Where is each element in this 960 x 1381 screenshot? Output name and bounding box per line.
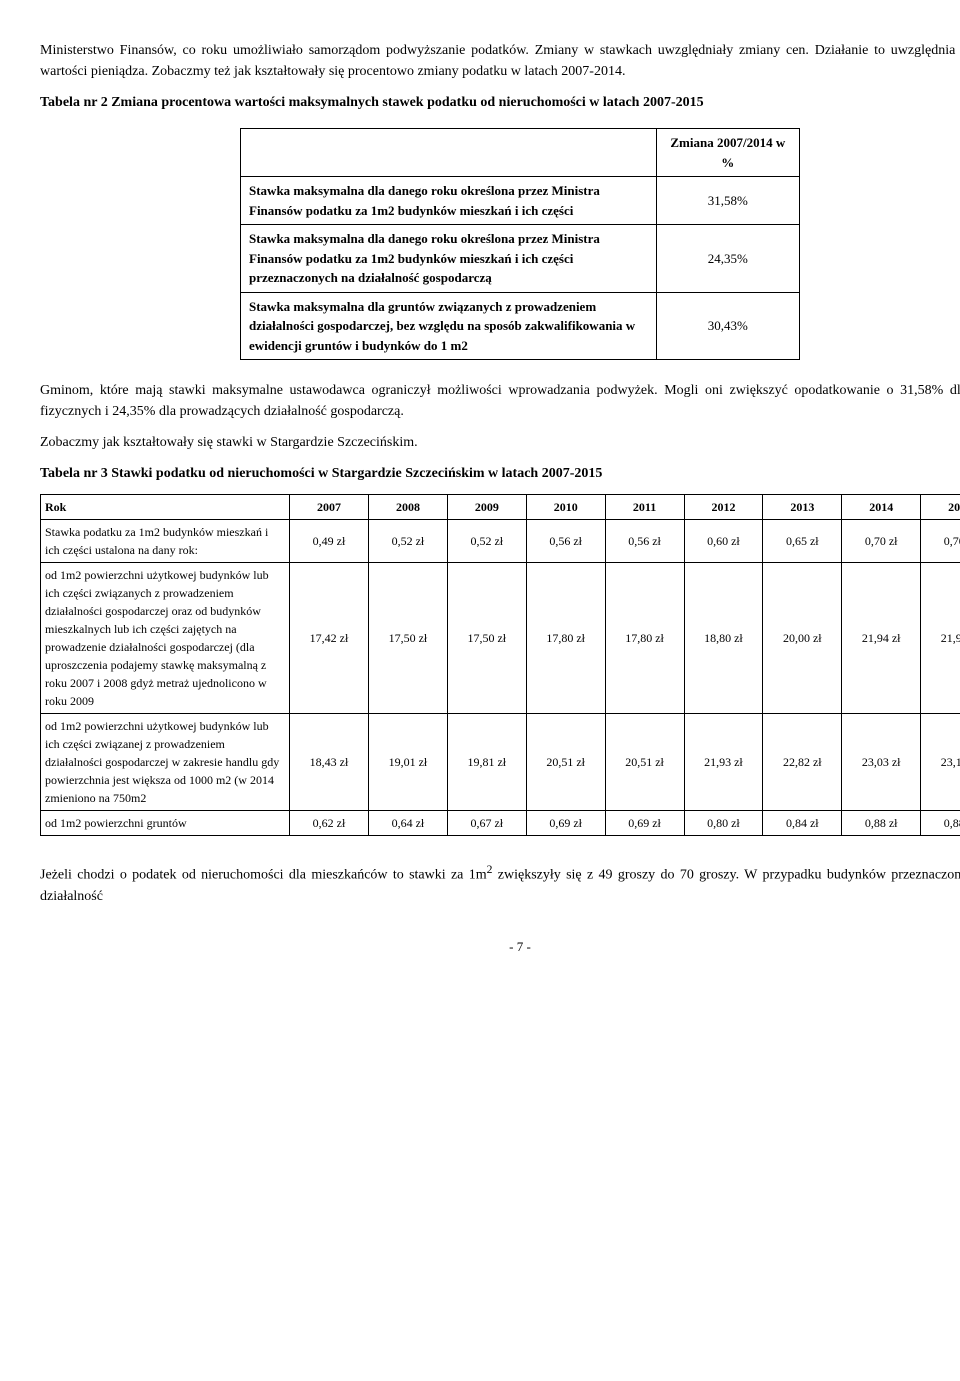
table3-r3-v4: 0,69 zł — [605, 811, 684, 836]
table3-r2-label: od 1m2 powierzchni użytkowej budynków lu… — [41, 714, 290, 811]
table3-r3-label: od 1m2 powierzchni gruntów — [41, 811, 290, 836]
table3-row0: Stawka podatku za 1m2 budynków mieszkań … — [41, 520, 960, 563]
table3-h8: 2014 — [842, 495, 921, 520]
table3-r1-v7: 21,94 zł — [842, 563, 921, 714]
table2-caption: Tabela nr 2 Zmiana procentowa wartości m… — [40, 92, 960, 113]
table-2: Zmiana 2007/2014 w % Stawka maksymalna d… — [240, 128, 800, 360]
table3-row2: od 1m2 powierzchni użytkowej budynków lu… — [41, 714, 960, 811]
table2-row2-val: 30,43% — [656, 292, 799, 360]
table3-r3-v8: 0,88 zł — [921, 811, 960, 836]
table3-r0-label: Stawka podatku za 1m2 budynków mieszkań … — [41, 520, 290, 563]
table3-r1-v1: 17,50 zł — [369, 563, 448, 714]
table2-row2-label: Stawka maksymalna dla gruntów związanych… — [241, 292, 657, 360]
table2-empty-header — [241, 129, 657, 177]
paragraph-1: Ministerstwo Finansów, co roku umożliwia… — [40, 40, 960, 82]
table3-h0: Rok — [41, 495, 290, 520]
table3-r1-v5: 18,80 zł — [684, 563, 763, 714]
table3-r1-v0: 17,42 zł — [290, 563, 369, 714]
table3-r0-v4: 0,56 zł — [605, 520, 684, 563]
table3-r1-v8: 21,94 zł — [921, 563, 960, 714]
table3-r3-v6: 0,84 zł — [763, 811, 842, 836]
table3-r0-v6: 0,65 zł — [763, 520, 842, 563]
paragraph-2: Gminom, które mają stawki maksymalne ust… — [40, 380, 960, 422]
table3-r3-v7: 0,88 zł — [842, 811, 921, 836]
para4-a: Jeżeli chodzi o podatek od nieruchomości… — [40, 868, 487, 883]
table3-r2-v4: 20,51 zł — [605, 714, 684, 811]
table-3: Rok 2007 2008 2009 2010 2011 2012 2013 2… — [40, 494, 960, 836]
table3-r2-v6: 22,82 zł — [763, 714, 842, 811]
table3-r2-v1: 19,01 zł — [369, 714, 448, 811]
table3-r2-v8: 23,13 zł — [921, 714, 960, 811]
table3-r3-v1: 0,64 zł — [369, 811, 448, 836]
table3-r2-v5: 21,93 zł — [684, 714, 763, 811]
table2-row1-label: Stawka maksymalna dla danego roku określ… — [241, 225, 657, 293]
table3-header-row: Rok 2007 2008 2009 2010 2011 2012 2013 2… — [41, 495, 960, 520]
table3-h7: 2013 — [763, 495, 842, 520]
table3-r3-v3: 0,69 zł — [526, 811, 605, 836]
table3-r0-v8: 0,70 zł — [921, 520, 960, 563]
table3-r2-v7: 23,03 zł — [842, 714, 921, 811]
table3-h3: 2009 — [447, 495, 526, 520]
table3-h1: 2007 — [290, 495, 369, 520]
table3-r0-v3: 0,56 zł — [526, 520, 605, 563]
table3-r2-v0: 18,43 zł — [290, 714, 369, 811]
table3-r1-v3: 17,80 zł — [526, 563, 605, 714]
table3-row1: od 1m2 powierzchni użytkowej budynków lu… — [41, 563, 960, 714]
table3-r1-v2: 17,50 zł — [447, 563, 526, 714]
table3-caption: Tabela nr 3 Stawki podatku od nieruchomo… — [40, 463, 960, 484]
table3-r1-label: od 1m2 powierzchni użytkowej budynków lu… — [41, 563, 290, 714]
table3-r3-v5: 0,80 zł — [684, 811, 763, 836]
table3-r0-v7: 0,70 zł — [842, 520, 921, 563]
table3-r0-v2: 0,52 zł — [447, 520, 526, 563]
table3-r1-v4: 17,80 zł — [605, 563, 684, 714]
paragraph-3: Zobaczmy jak kształtowały się stawki w S… — [40, 432, 960, 453]
table3-h5: 2011 — [605, 495, 684, 520]
table2-header: Zmiana 2007/2014 w % — [656, 129, 799, 177]
table3-r2-v3: 20,51 zł — [526, 714, 605, 811]
table2-row0-val: 31,58% — [656, 177, 799, 225]
table3-r0-v5: 0,60 zł — [684, 520, 763, 563]
table3-r0-v1: 0,52 zł — [369, 520, 448, 563]
table3-h6: 2012 — [684, 495, 763, 520]
table3-row3: od 1m2 powierzchni gruntów 0,62 zł 0,64 … — [41, 811, 960, 836]
table3-r3-v0: 0,62 zł — [290, 811, 369, 836]
table2-row1-val: 24,35% — [656, 225, 799, 293]
table3-r2-v2: 19,81 zł — [447, 714, 526, 811]
table3-h9: 2015 — [921, 495, 960, 520]
paragraph-4: Jeżeli chodzi o podatek od nieruchomości… — [40, 861, 960, 907]
table3-h2: 2008 — [369, 495, 448, 520]
table3-r1-v6: 20,00 zł — [763, 563, 842, 714]
table3-r0-v0: 0,49 zł — [290, 520, 369, 563]
table3-r3-v2: 0,67 zł — [447, 811, 526, 836]
page-number: - 7 - — [40, 937, 960, 957]
table3-h4: 2010 — [526, 495, 605, 520]
table2-row0-label: Stawka maksymalna dla danego roku określ… — [241, 177, 657, 225]
